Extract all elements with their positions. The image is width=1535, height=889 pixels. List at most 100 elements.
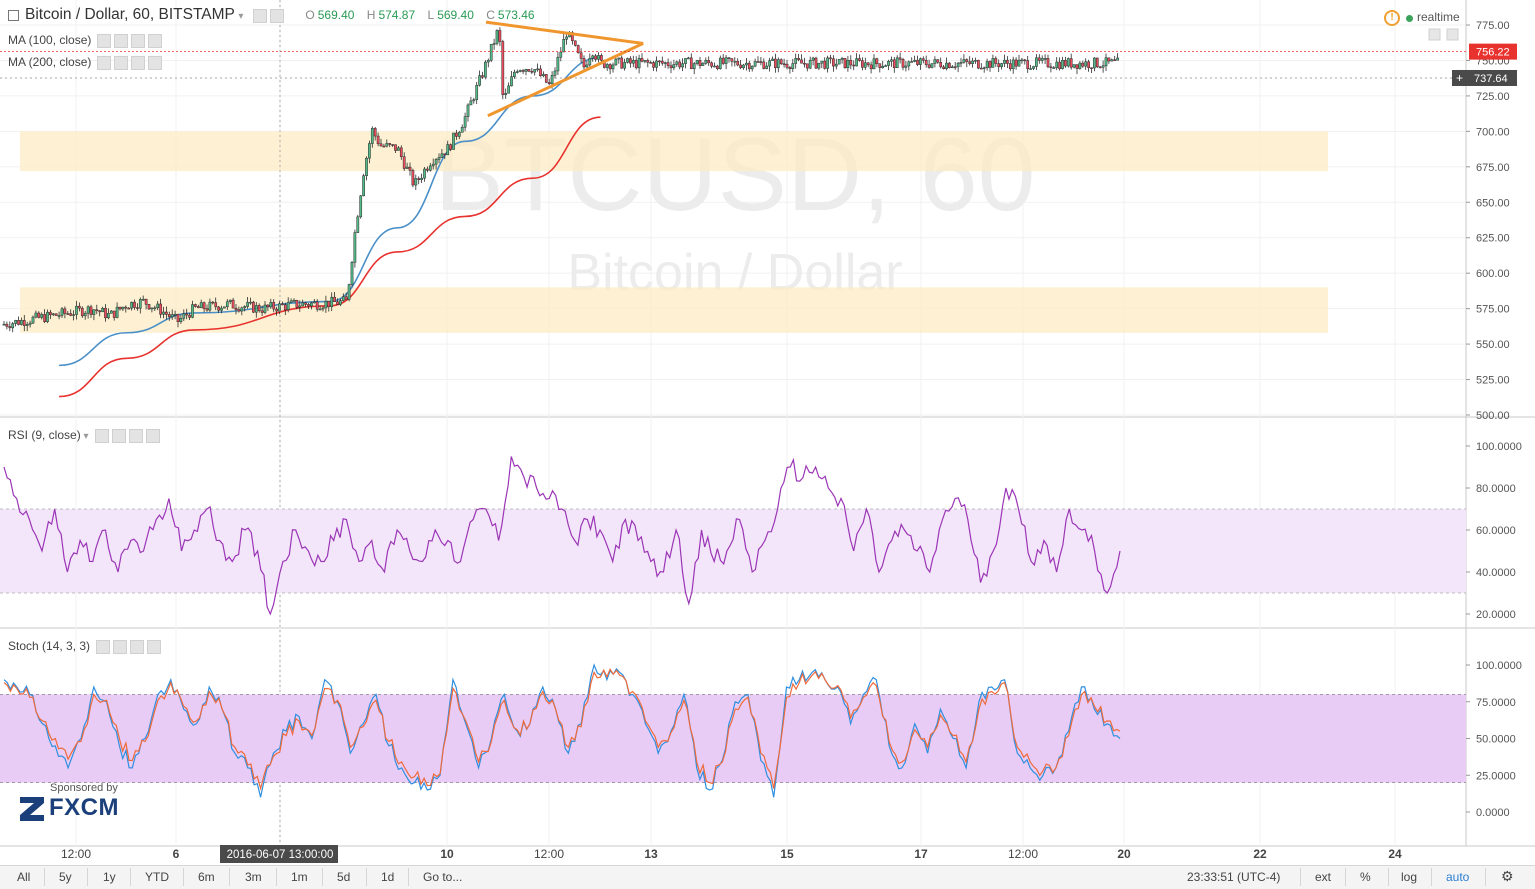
price-tick-label: 500.00 [1476,410,1510,422]
time-tick-label: 20 [1117,847,1131,861]
range-3m[interactable]: 3m [245,870,262,884]
candle [573,40,577,47]
candle [379,138,383,147]
candle [721,53,725,66]
candle [124,305,128,313]
candle [469,96,473,106]
candle [971,57,974,68]
candle [785,59,789,70]
range-5y[interactable]: 5y [59,870,72,884]
candle [895,55,899,69]
candle [1023,58,1027,65]
warning-icon[interactable]: ! [1384,10,1400,26]
candle [78,302,81,312]
auto-toggle[interactable]: auto [1446,870,1470,884]
crosshair-time-tag [220,845,338,863]
crosshair-plus-icon: + [1456,71,1463,85]
candle [881,60,885,69]
percent-toggle[interactable]: % [1360,870,1371,884]
candle [1058,57,1061,71]
candle [547,78,551,85]
gear-icon[interactable]: ⚙ [1501,868,1514,884]
candle [660,56,664,66]
candle [286,297,290,313]
time-tick-label: 12:00 [1008,847,1038,861]
symbol-title[interactable]: Bitcoin / Dollar, 60, BITSTAMP [25,6,235,23]
price-tick-label: 675.00 [1476,162,1510,174]
range-6m[interactable]: 6m [198,870,215,884]
range-1y[interactable]: 1y [103,870,116,884]
candle [60,306,64,318]
candle [716,64,719,71]
candle [611,62,615,73]
candle [797,54,800,62]
fxcm-logo-icon [20,797,44,821]
candle [266,304,270,311]
candles [2,27,1119,333]
candle [208,298,212,313]
ext-toggle[interactable]: ext [1315,870,1332,884]
candle [72,310,75,321]
candle [562,33,566,53]
time-tick-label: 22 [1253,847,1267,861]
candle [866,62,870,68]
candle [249,297,252,305]
log-toggle[interactable]: log [1401,870,1418,884]
rsi-tick-label: 20.0000 [1476,609,1516,621]
candle [283,302,287,316]
price-tick-label: 600.00 [1476,268,1510,280]
candle [1066,57,1070,68]
range-all[interactable]: All [17,870,31,884]
candle [115,302,119,319]
candle [292,298,296,303]
candle [776,57,780,73]
candle [243,305,247,312]
candle [968,56,972,66]
candle [837,59,841,65]
rsi-legend[interactable]: RSI (9, close) ▾ [8,428,163,444]
candle [1075,64,1079,75]
candle [539,65,542,77]
range-1m[interactable]: 1m [291,870,308,884]
candle [832,55,835,72]
candle [339,298,342,307]
candle [156,300,160,311]
candle [861,57,864,71]
range-ytd[interactable]: YTD [145,870,169,884]
candle [933,56,937,68]
candle [1084,58,1088,70]
candle [333,292,336,303]
candle [782,58,786,68]
candle [34,310,38,319]
sponsor-badge[interactable]: Sponsored by FXCM [18,782,119,823]
stoch-legend[interactable]: Stoch (14, 3, 3) [8,639,164,655]
ma200-legend[interactable]: MA (200, close) [8,55,165,71]
candle [576,44,580,54]
candle [849,55,853,70]
candle [600,53,603,62]
candle [223,306,226,309]
candle [875,57,879,68]
candle [150,307,154,313]
candle [1055,57,1059,71]
candle [675,60,679,67]
range-1d[interactable]: 1d [381,870,395,884]
candle [347,283,351,302]
candle [585,60,589,68]
legend-buttons[interactable] [252,8,287,24]
price-tick-label: 550.00 [1476,339,1510,351]
collapse-icon[interactable] [8,10,19,22]
candle [463,112,467,132]
candle [649,60,653,64]
chevron-down-icon[interactable]: ▾ [238,11,244,22]
ma100-legend[interactable]: MA (100, close) [8,33,165,49]
chart-legend: Bitcoin / Dollar, 60, BITSTAMP ▾ O 569.40… [8,6,535,24]
goto-date-button[interactable]: Go to... [423,870,463,884]
crosshair-price-tag [1452,69,1517,86]
candle [136,303,139,311]
clock-timezone[interactable]: 23:33:51 (UTC-4) [1187,870,1281,884]
range-5d[interactable]: 5d [337,870,351,884]
candle [365,156,368,181]
pane-control-icon [1446,28,1459,41]
